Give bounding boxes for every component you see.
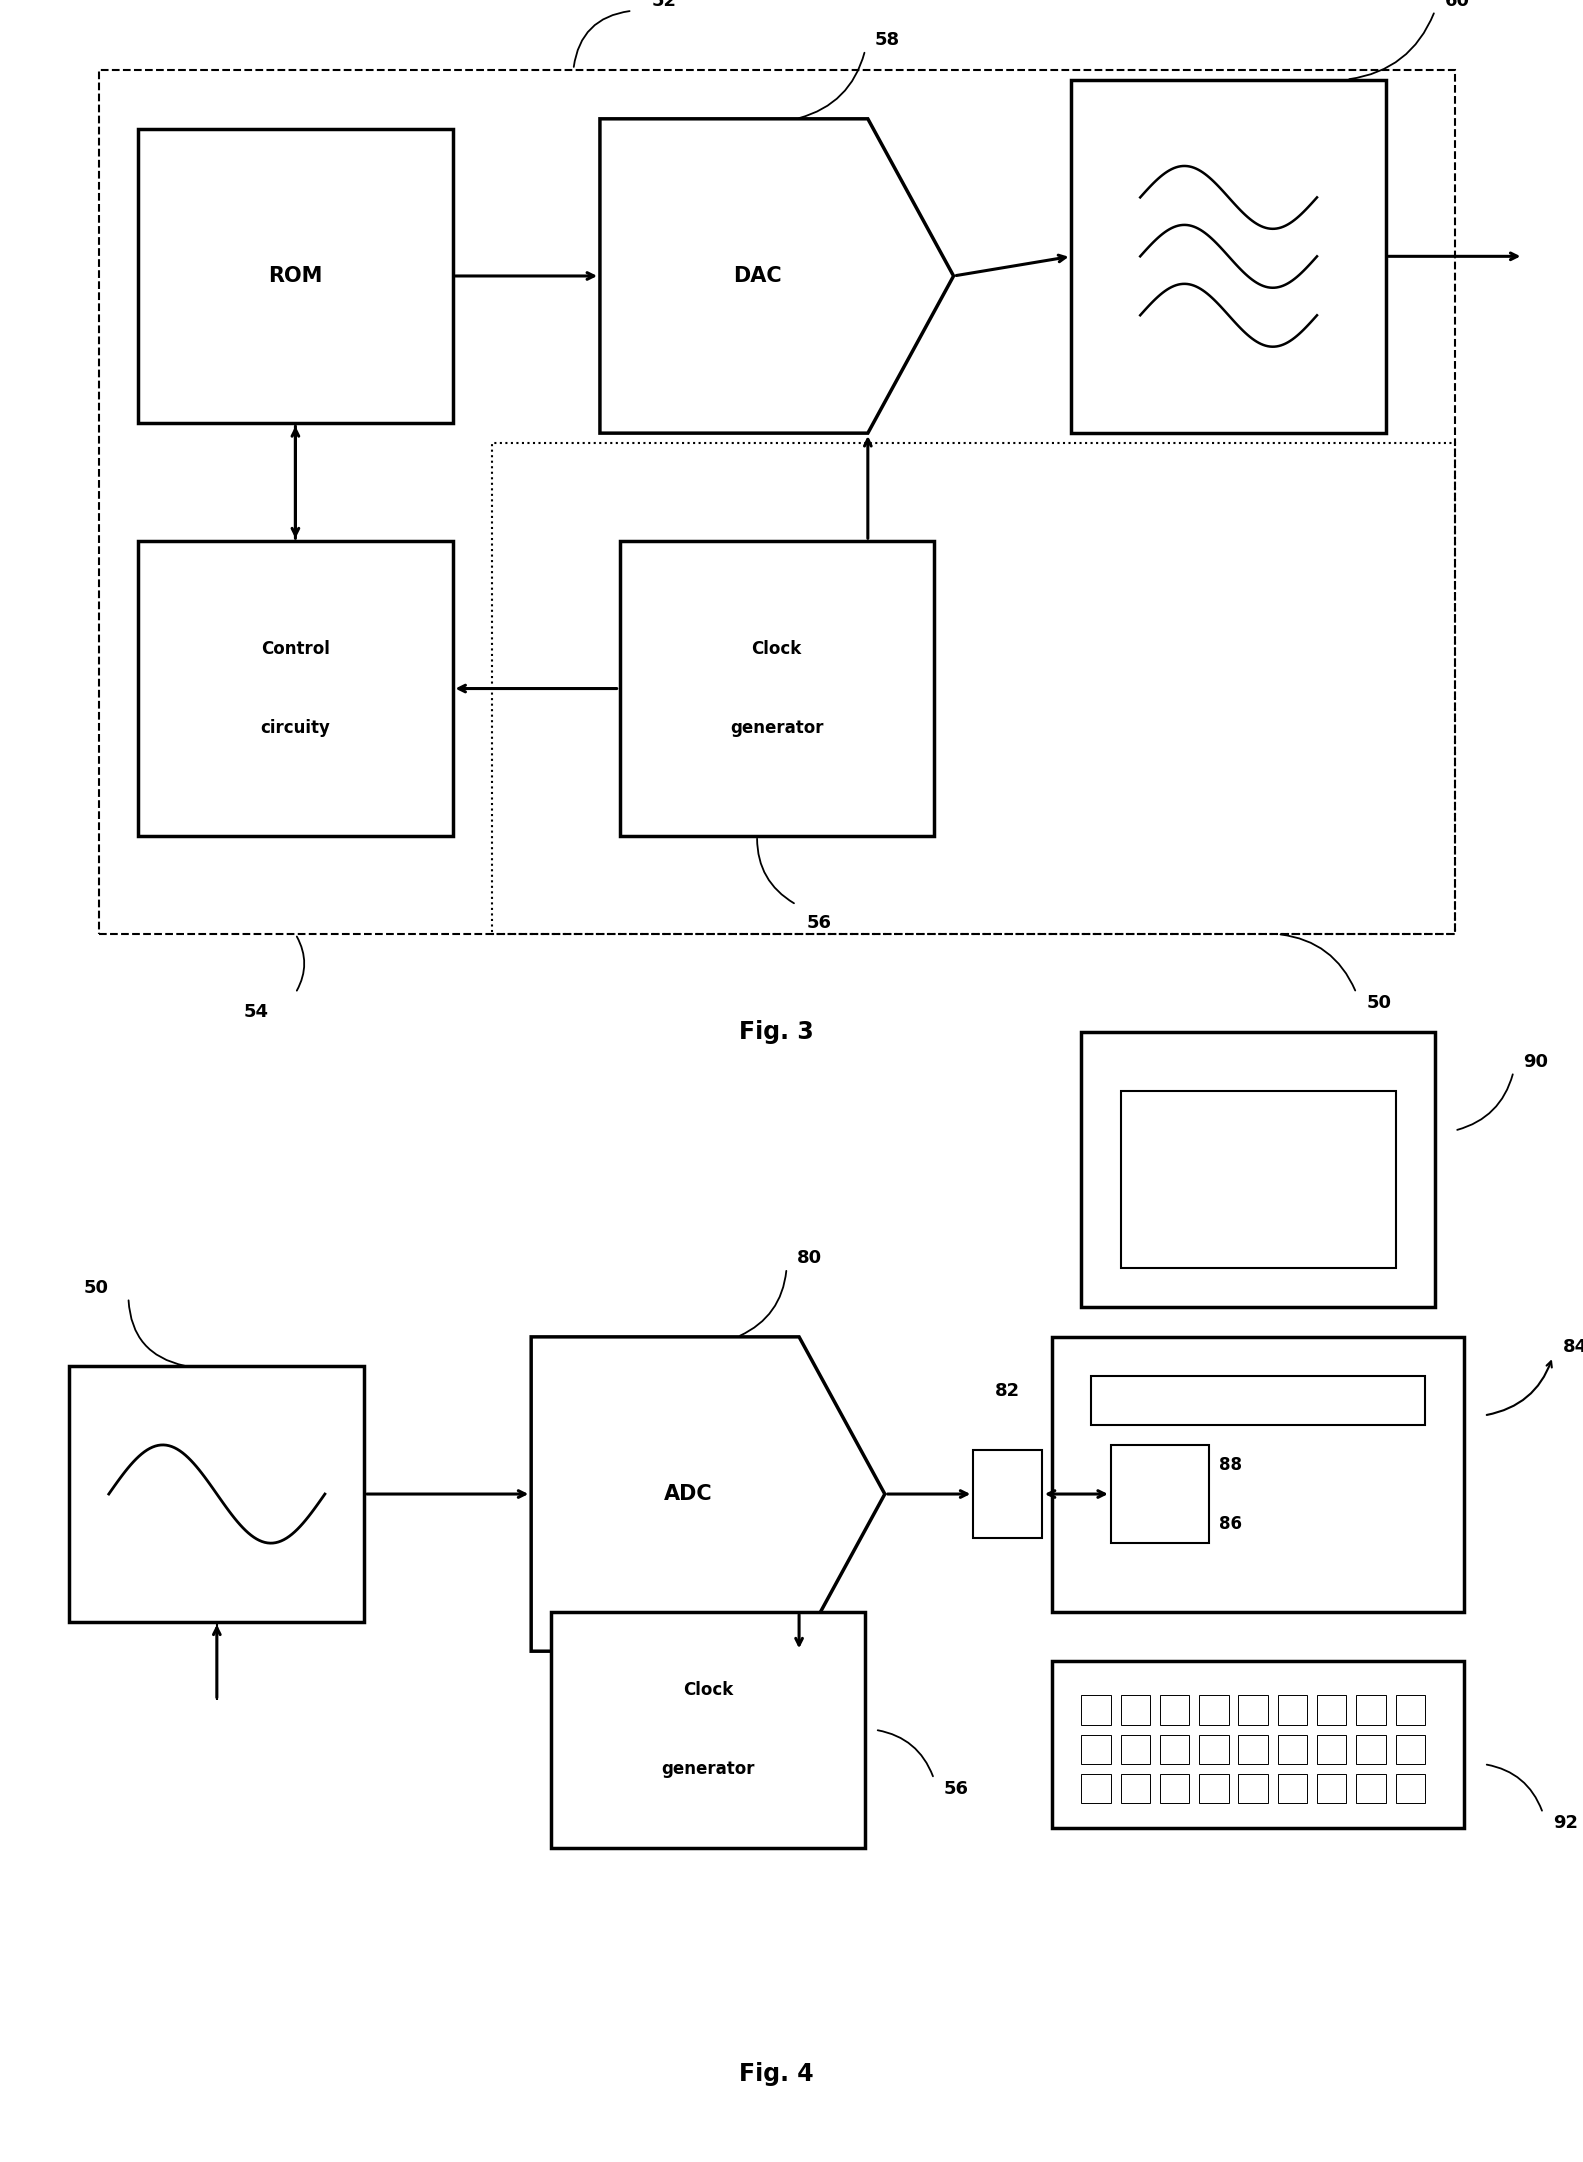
Text: ROM: ROM bbox=[268, 266, 323, 285]
Text: Clock: Clock bbox=[682, 1682, 733, 1699]
FancyBboxPatch shape bbox=[1238, 1775, 1268, 1803]
FancyBboxPatch shape bbox=[974, 1451, 1042, 1537]
Text: Clock: Clock bbox=[752, 640, 803, 657]
FancyBboxPatch shape bbox=[1091, 1377, 1425, 1425]
FancyBboxPatch shape bbox=[619, 540, 934, 837]
Text: DAC: DAC bbox=[733, 266, 782, 285]
FancyBboxPatch shape bbox=[1160, 1734, 1189, 1764]
FancyBboxPatch shape bbox=[1357, 1695, 1385, 1725]
FancyBboxPatch shape bbox=[1238, 1695, 1268, 1725]
Text: 50: 50 bbox=[84, 1278, 109, 1297]
Text: 90: 90 bbox=[1523, 1053, 1548, 1070]
Polygon shape bbox=[532, 1336, 885, 1652]
Text: 84: 84 bbox=[1562, 1338, 1583, 1356]
FancyBboxPatch shape bbox=[1051, 1660, 1464, 1829]
Polygon shape bbox=[600, 119, 953, 432]
Text: 88: 88 bbox=[1219, 1455, 1241, 1474]
Text: 82: 82 bbox=[996, 1382, 1019, 1399]
Text: 58: 58 bbox=[875, 30, 901, 50]
FancyBboxPatch shape bbox=[1200, 1695, 1228, 1725]
Text: generator: generator bbox=[662, 1760, 755, 1777]
Text: Fig. 4: Fig. 4 bbox=[739, 2063, 814, 2086]
FancyBboxPatch shape bbox=[1317, 1695, 1347, 1725]
FancyBboxPatch shape bbox=[138, 128, 453, 424]
FancyBboxPatch shape bbox=[1200, 1775, 1228, 1803]
Text: 54: 54 bbox=[244, 1003, 269, 1020]
FancyBboxPatch shape bbox=[1160, 1775, 1189, 1803]
FancyBboxPatch shape bbox=[1238, 1734, 1268, 1764]
FancyBboxPatch shape bbox=[1121, 1092, 1396, 1269]
FancyBboxPatch shape bbox=[1317, 1775, 1347, 1803]
Text: ADC: ADC bbox=[663, 1483, 712, 1505]
FancyBboxPatch shape bbox=[1121, 1734, 1149, 1764]
FancyBboxPatch shape bbox=[1357, 1775, 1385, 1803]
FancyBboxPatch shape bbox=[1051, 1336, 1464, 1613]
Text: Control: Control bbox=[261, 640, 329, 657]
FancyBboxPatch shape bbox=[1277, 1695, 1308, 1725]
Text: 60: 60 bbox=[1445, 0, 1469, 11]
Text: circuity: circuity bbox=[261, 718, 331, 737]
FancyBboxPatch shape bbox=[1200, 1734, 1228, 1764]
FancyBboxPatch shape bbox=[1081, 1031, 1434, 1308]
FancyBboxPatch shape bbox=[1121, 1775, 1149, 1803]
Text: 80: 80 bbox=[796, 1250, 822, 1267]
Text: generator: generator bbox=[730, 718, 823, 737]
Text: Fig. 3: Fig. 3 bbox=[739, 1020, 814, 1044]
FancyBboxPatch shape bbox=[1072, 80, 1385, 432]
FancyBboxPatch shape bbox=[551, 1613, 866, 1849]
FancyBboxPatch shape bbox=[70, 1366, 364, 1622]
FancyBboxPatch shape bbox=[1357, 1734, 1385, 1764]
Text: 56: 56 bbox=[806, 915, 831, 932]
FancyBboxPatch shape bbox=[138, 540, 453, 837]
FancyBboxPatch shape bbox=[1396, 1734, 1425, 1764]
Text: 92: 92 bbox=[1553, 1814, 1578, 1831]
FancyBboxPatch shape bbox=[1081, 1695, 1111, 1725]
Text: 56: 56 bbox=[943, 1779, 969, 1799]
FancyBboxPatch shape bbox=[1396, 1695, 1425, 1725]
FancyBboxPatch shape bbox=[1277, 1775, 1308, 1803]
FancyBboxPatch shape bbox=[1081, 1775, 1111, 1803]
FancyBboxPatch shape bbox=[1396, 1775, 1425, 1803]
FancyBboxPatch shape bbox=[1111, 1444, 1209, 1544]
FancyBboxPatch shape bbox=[1160, 1695, 1189, 1725]
FancyBboxPatch shape bbox=[1317, 1734, 1347, 1764]
FancyBboxPatch shape bbox=[1081, 1734, 1111, 1764]
Text: 86: 86 bbox=[1219, 1516, 1241, 1533]
Text: 50: 50 bbox=[1366, 995, 1391, 1012]
FancyBboxPatch shape bbox=[1277, 1734, 1308, 1764]
Text: 52: 52 bbox=[652, 0, 678, 11]
FancyBboxPatch shape bbox=[1121, 1695, 1149, 1725]
